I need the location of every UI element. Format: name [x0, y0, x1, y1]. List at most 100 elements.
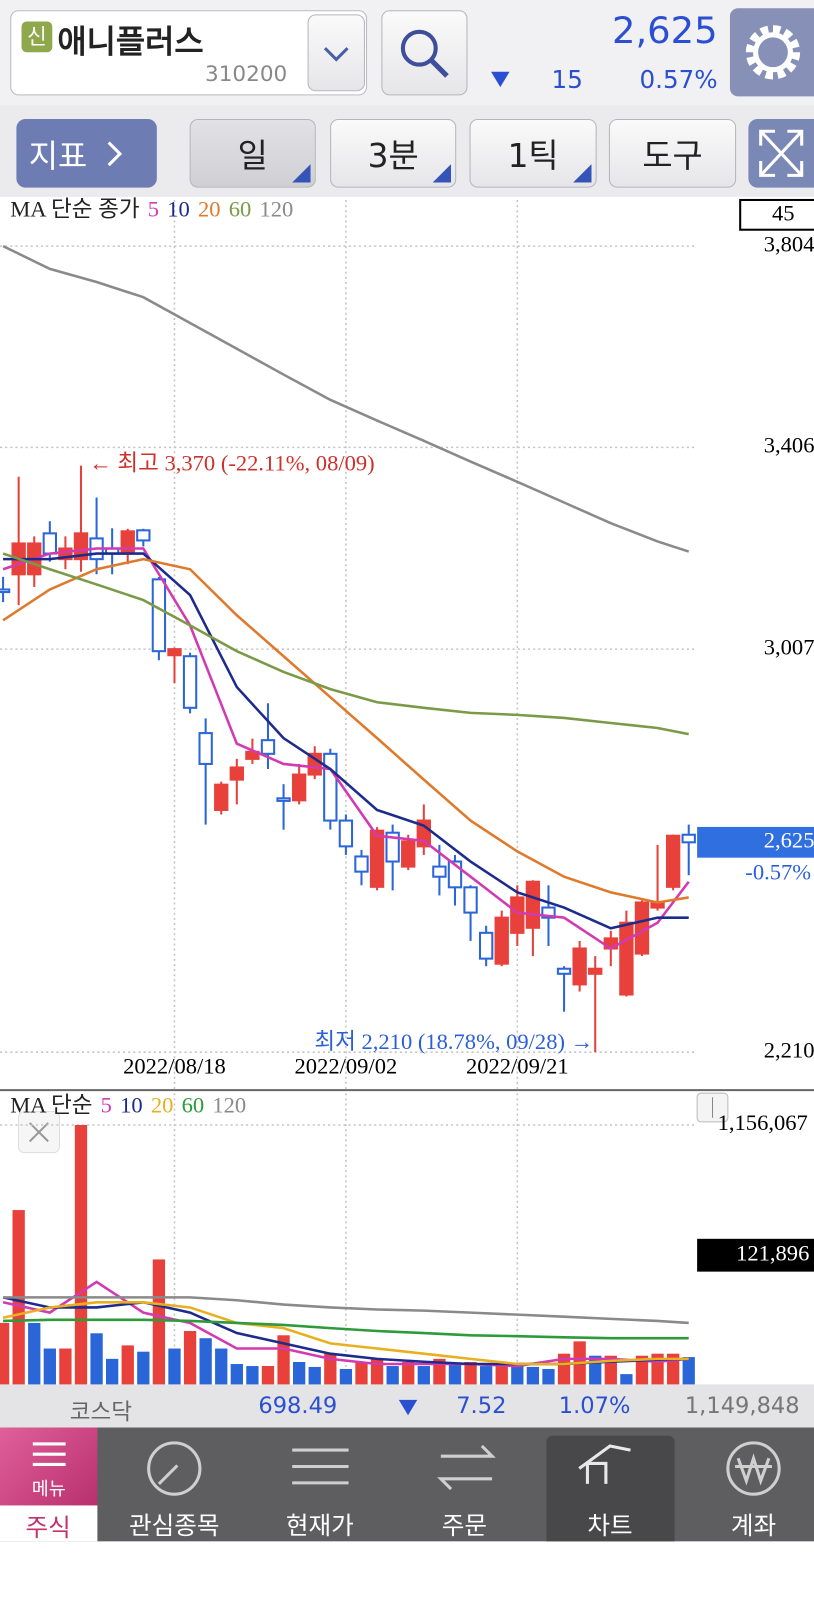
- stock-code: 310200: [205, 61, 288, 87]
- ma-line: [3, 1318, 689, 1340]
- down-arrow: [491, 71, 510, 88]
- candle-body: [588, 967, 603, 975]
- index-name: 코스닥: [69, 1399, 132, 1426]
- chevron-icon: [107, 140, 123, 166]
- legend-entry: 10: [167, 197, 190, 222]
- volume-bar: [121, 1345, 134, 1385]
- indicator-label: MA 단순: [10, 1093, 92, 1118]
- volume-bar: [402, 1361, 415, 1385]
- price-change: 15: [551, 65, 583, 95]
- y-tick-label: 2,210: [764, 1037, 814, 1062]
- down-arrow: [398, 1399, 418, 1416]
- volume-bar: [28, 1322, 41, 1385]
- volume-bar: [168, 1348, 181, 1385]
- volume-bar: [682, 1357, 695, 1385]
- volume-bar: [292, 1361, 306, 1385]
- ma-line: [2, 557, 689, 904]
- y-tick-label: 3,804: [764, 231, 814, 256]
- candle-body: [510, 896, 525, 934]
- indicator-button[interactable]: 지표: [16, 118, 157, 188]
- nav-label[interactable]: 관심종목: [129, 1511, 220, 1541]
- ma-line: [2, 244, 690, 553]
- volume-bar: [59, 1348, 72, 1385]
- nav-label[interactable]: 주식: [25, 1513, 71, 1543]
- legend-entry: 120: [259, 197, 293, 222]
- toolbar: 지표 일 3분 1틱 도구: [0, 105, 814, 197]
- nav-tab-selected[interactable]: [546, 1435, 675, 1542]
- period-button[interactable]: 1틱: [469, 118, 597, 188]
- nav-icons: [147, 1441, 781, 1496]
- candle-body: [354, 855, 369, 873]
- candle-body: [432, 865, 447, 878]
- volume-bar: [324, 1353, 337, 1385]
- candle-body: [463, 886, 478, 914]
- y-tick-label: 1,156,067: [718, 1110, 808, 1135]
- search-icon: [400, 29, 449, 78]
- volume-bar: [339, 1368, 353, 1385]
- chevron-icon: [323, 46, 349, 62]
- last-price-label: 2,625: [764, 827, 814, 852]
- candle-body: [385, 831, 400, 863]
- tools-button[interactable]: 도구: [608, 118, 737, 188]
- header: 신 애니플러스 310200 2,625 15 0.57%: [0, 0, 814, 107]
- settings-button[interactable]: [729, 8, 814, 97]
- stock-selector[interactable]: [10, 10, 368, 96]
- candle-body: [541, 906, 556, 919]
- credit-badge: 신: [21, 21, 53, 53]
- current-price: 2,625: [611, 10, 718, 53]
- candle-body: [401, 840, 416, 868]
- volume-bar: [448, 1364, 462, 1385]
- legend-entry: 60: [229, 197, 252, 222]
- close-icon: [29, 1122, 49, 1143]
- candle-body: [478, 931, 494, 960]
- candle-body: [167, 648, 182, 657]
- ma-line: [2, 552, 689, 736]
- last-volume-box: [697, 1238, 814, 1272]
- volume-bar: [74, 1124, 88, 1385]
- volume-bar: [215, 1348, 228, 1385]
- period-button[interactable]: 일: [189, 118, 316, 188]
- nav-label[interactable]: 계좌: [730, 1511, 777, 1541]
- volume-bar: [495, 1364, 508, 1385]
- x-tick-label: 2022/08/18: [123, 1054, 226, 1079]
- candle-body: [369, 829, 385, 888]
- candle-body: [214, 783, 229, 811]
- period-button[interactable]: 3분: [330, 118, 457, 188]
- volume-bar: [261, 1366, 275, 1385]
- candle-body: [525, 880, 541, 929]
- corner-mark: [292, 164, 311, 183]
- candle-body: [291, 773, 307, 802]
- volume-bar: [620, 1374, 633, 1385]
- period-label: 3분: [367, 135, 419, 175]
- y-tick-label: 3,007: [764, 634, 814, 659]
- candle-body: [42, 532, 58, 555]
- volume-bar: [417, 1366, 430, 1385]
- index-value: 698.49: [258, 1393, 338, 1420]
- volume-bar: [43, 1348, 56, 1385]
- home-indicator: [266, 1580, 562, 1591]
- nav-label[interactable]: 차트: [587, 1511, 633, 1541]
- count-box: [739, 198, 814, 231]
- expand-button[interactable]: [748, 118, 814, 188]
- menu-label: 메뉴: [31, 1478, 66, 1501]
- candle-body: [572, 947, 587, 986]
- volume-bar: [511, 1366, 524, 1385]
- candle-body: [73, 532, 89, 561]
- last-price-box: [697, 826, 814, 858]
- search-button[interactable]: [381, 10, 468, 96]
- nav-label[interactable]: 현재가: [285, 1511, 354, 1541]
- volume-bar: [199, 1338, 212, 1385]
- candle-body: [0, 588, 11, 594]
- corner-mark: [573, 164, 592, 183]
- volume-bar: [230, 1364, 243, 1385]
- dropdown-button[interactable]: [307, 14, 365, 92]
- period-label: 1틱: [507, 135, 559, 175]
- market-bar: 코스닥 698.49 7.52 1.07% 1,149,848: [0, 1384, 814, 1428]
- nav-tab-active[interactable]: [0, 1505, 98, 1542]
- candle-body: [120, 530, 135, 555]
- menu-button[interactable]: 메뉴: [0, 1427, 98, 1506]
- candle-body: [619, 921, 634, 996]
- nav-label[interactable]: 주문: [441, 1511, 488, 1541]
- high-annotation: ← 최고 3,370 (-22.11%, 08/09): [89, 451, 374, 476]
- tools-label: 도구: [642, 135, 703, 175]
